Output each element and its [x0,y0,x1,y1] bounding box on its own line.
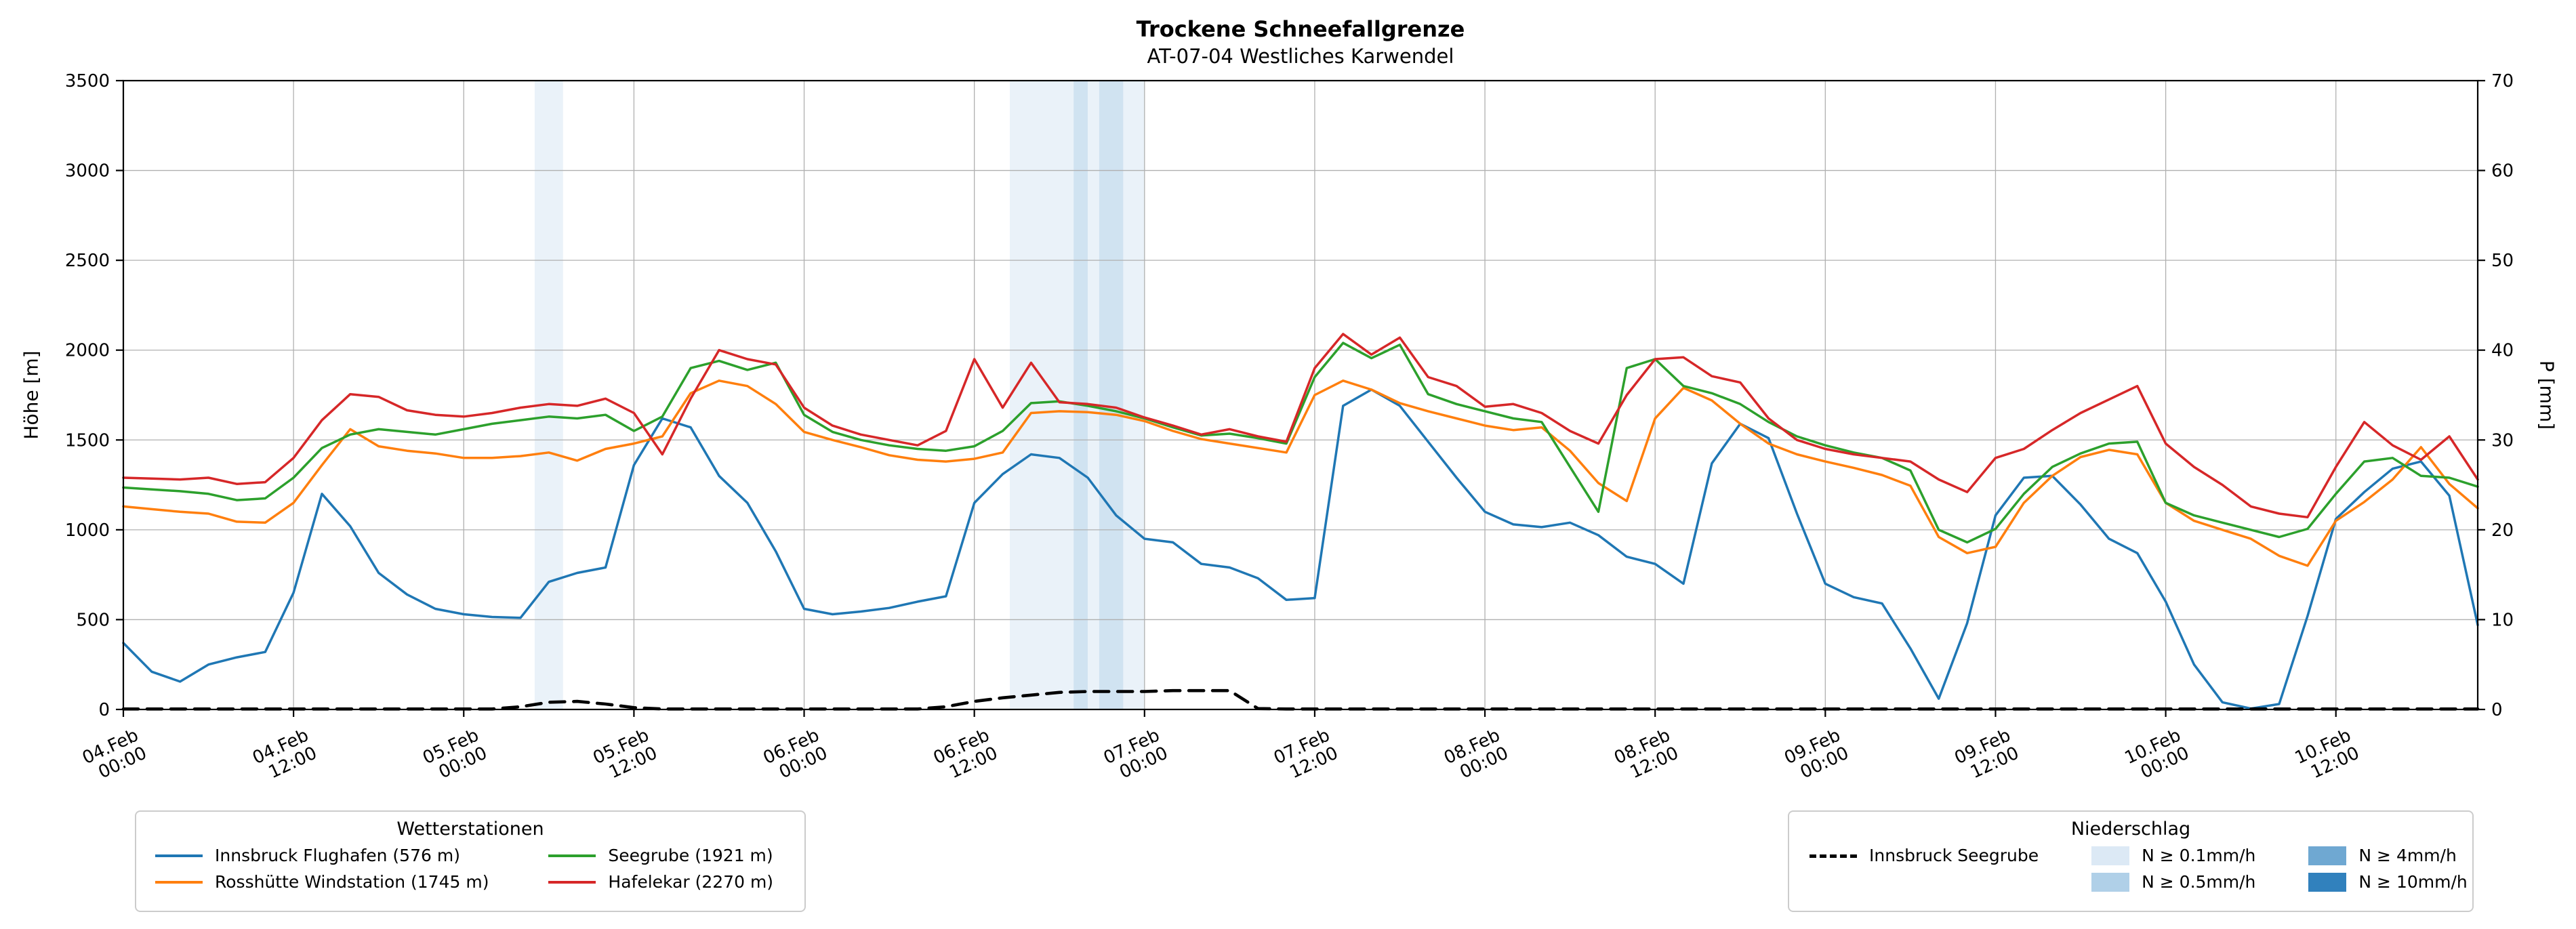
legend-stations-grid: Innsbruck Flughafen (576 m) Rosshütte Wi… [136,840,804,901]
legend-label-hafelekar: Hafelekar (2270 m) [608,871,774,892]
legend-item-innsbruck-seegrube: Innsbruck Seegrube [1810,846,2039,866]
y-right-tick-label: 40 [2491,341,2514,361]
dashed-line-swatch [1810,854,1857,858]
patch-swatch-n01 [2091,846,2130,866]
x-tick-label: 07.Feb00:00 [1101,725,1171,786]
precip-band [1009,81,1074,709]
y-left-tick-label: 3500 [65,71,110,91]
y-left-tick-label: 0 [98,700,110,720]
x-tick-label: 05.Feb12:00 [590,725,660,786]
y-right-tick-label: 0 [2491,700,2503,720]
y-left-tick-label: 2500 [65,251,110,271]
legend-item-n4: N ≥ 4mm/h [2308,846,2467,866]
legend-item-innsbruck-flughafen: Innsbruck Flughafen (576 m) [155,846,501,866]
y-right-tick-label: 30 [2491,430,2514,451]
legend-label-n4: N ≥ 4mm/h [2358,846,2457,866]
y-left-tick-label: 1000 [65,520,110,541]
precip-band [534,81,563,709]
y-left-tick-label: 3000 [65,161,110,182]
legend-label-n05: N ≥ 0.5mm/h [2142,871,2256,892]
line-swatch-rosshuette [155,881,203,884]
x-tick-label: 08.Feb00:00 [1441,725,1511,786]
line-swatch-seegrube [548,854,596,858]
legend-precip-col-2: N ≥ 4mm/h N ≥ 10mm/h [2308,846,2468,892]
plot-frame [122,79,2479,711]
precip-band [1099,81,1124,709]
legend-stations-title: Wetterstationen [396,819,544,840]
legend-item-rosshuette: Rosshütte Windstation (1745 m) [155,871,501,892]
precip-band [1123,81,1145,709]
legend-label-n01: N ≥ 0.1mm/h [2142,846,2256,866]
precip-band [1088,81,1099,709]
series-line-seegrube [122,342,2479,544]
x-tick-label: 04.Feb12:00 [249,725,320,786]
page-subtitle: AT-07-04 Westliches Karwendel [1147,45,1454,68]
patch-swatch-n05 [2091,873,2130,892]
y-right-tick-label: 70 [2491,71,2514,91]
line-swatch-hafelekar [548,881,596,884]
line-swatch-innsbruck-flughafen [155,854,203,858]
precip-band [1074,81,1088,709]
x-tick-label: 06.Feb12:00 [931,725,1001,786]
legend-item-n10: N ≥ 10mm/h [2308,871,2468,892]
legend-item-seegrube: Seegrube (1921 m) [548,846,785,866]
series-line-hafelekar [122,333,2479,519]
x-tick-label: 04.Feb00:00 [79,725,150,786]
patch-swatch-n10 [2308,873,2347,892]
legend-label-innsbruck-flughafen: Innsbruck Flughafen (576 m) [215,846,460,866]
y-left-tick-label: 500 [76,610,110,630]
legend-label-n10: N ≥ 10mm/h [2358,871,2468,892]
legend-item-n01: N ≥ 0.1mm/h [2091,846,2255,866]
y-left-tick-label: 1500 [65,430,110,451]
legend-precip-row: Innsbruck Seegrube N ≥ 0.1mm/h N ≥ 0.5mm… [1789,840,2472,901]
y-right-tick-label: 50 [2491,251,2514,271]
y-right-tick-label: 10 [2491,610,2514,630]
x-tick-label: 10.Feb12:00 [2292,725,2363,786]
legend-precip-title: Niederschlag [2070,819,2191,840]
series-line-innsbruck-flughafen [122,388,2479,710]
x-tick-label: 06.Feb00:00 [760,725,831,786]
legend-label-seegrube: Seegrube (1921 m) [608,846,773,866]
legend-item-hafelekar: Hafelekar (2270 m) [548,871,785,892]
legend-label-rosshuette: Rosshütte Windstation (1745 m) [215,871,489,892]
legend-item-n05: N ≥ 0.5mm/h [2091,871,2256,892]
series-line-rosshuette-windstation [122,379,2479,567]
x-tick-label: 05.Feb00:00 [420,725,490,786]
x-tick-label: 08.Feb12:00 [1611,725,1681,786]
legend-wetterstationen: Wetterstationen Innsbruck Flughafen (576… [135,810,806,912]
y-right-tick-label: 20 [2491,520,2514,541]
page-title: Trockene Schneefallgrenze [1136,16,1465,42]
legend-precip-col-1: N ≥ 0.1mm/h N ≥ 0.5mm/h [2091,846,2255,892]
y-left-tick-label: 2000 [65,341,110,361]
legend-label-innsbruck-seegrube: Innsbruck Seegrube [1869,846,2039,866]
x-tick-label: 09.Feb12:00 [1952,725,2022,786]
patch-swatch-n4 [2308,846,2347,866]
y-right-tick-label: 60 [2491,161,2514,182]
series-line-innsbruck-seegrube-precip [121,688,2480,711]
x-tick-label: 10.Feb00:00 [2122,725,2192,786]
x-tick-label: 07.Feb12:00 [1271,725,1341,786]
x-tick-label: 09.Feb00:00 [1781,725,1852,786]
legend-niederschlag: Niederschlag Innsbruck Seegrube N ≥ 0.1m… [1788,810,2474,912]
